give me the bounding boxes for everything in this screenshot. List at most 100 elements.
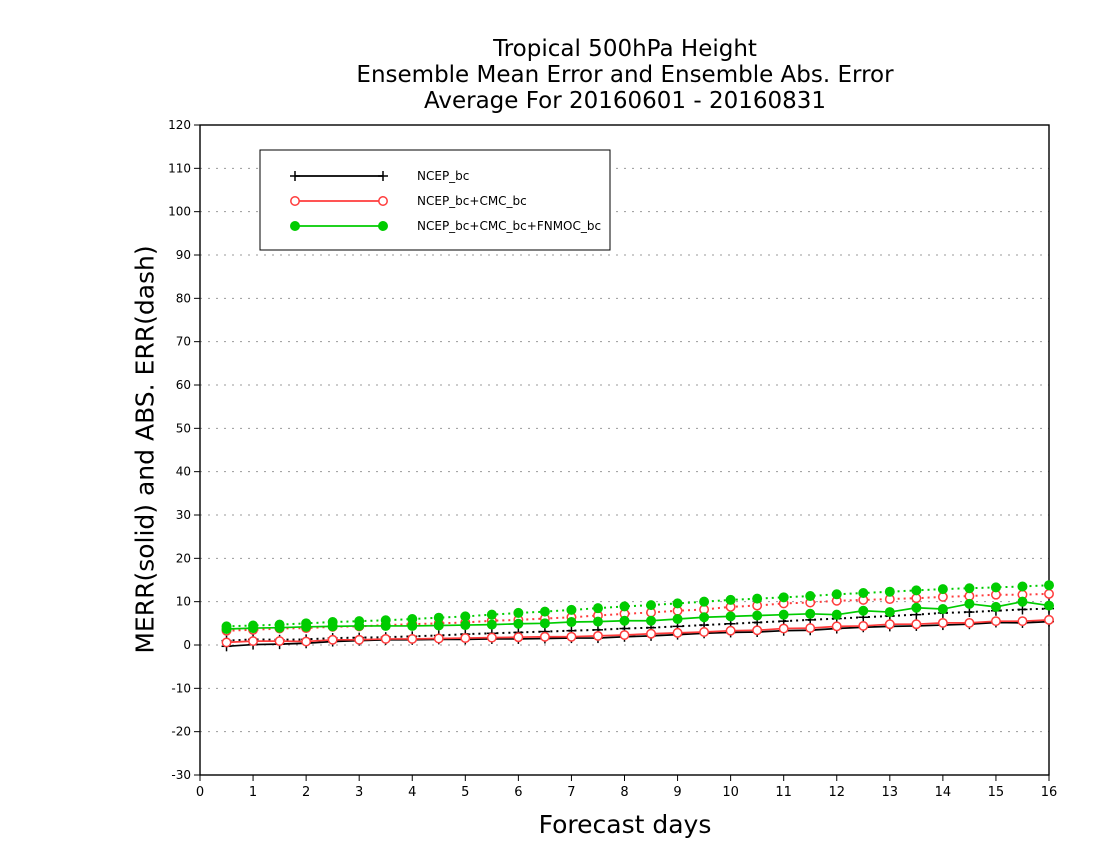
y-tick-label: 100	[168, 205, 191, 219]
legend-label: NCEP_bc+CMC_bc	[417, 194, 527, 208]
merr-point	[221, 623, 232, 634]
merr-point	[964, 598, 975, 609]
merr-point	[672, 614, 683, 624]
legend-item: NCEP_bc+CMC_bc+FNMOC_bc	[290, 219, 601, 233]
abs-err-point	[619, 601, 630, 612]
abs-err-point	[937, 584, 948, 595]
y-tick-label: 80	[176, 291, 191, 305]
merr-point	[248, 623, 259, 634]
x-tick-label: 4	[408, 785, 416, 800]
merr-point	[990, 616, 1001, 627]
abs-err-point	[752, 593, 763, 604]
merr-point	[646, 615, 657, 626]
merr-point	[513, 632, 524, 643]
merr-point	[725, 611, 736, 622]
legend-marker	[290, 171, 300, 181]
abs-err-point	[805, 591, 816, 602]
merr-point	[884, 607, 895, 618]
merr-point	[380, 620, 391, 631]
legend-marker	[290, 221, 300, 231]
merr-point	[699, 627, 710, 637]
merr-line-ncep-bc-cmc-bc	[226, 619, 1050, 644]
x-tick-label: 13	[882, 785, 899, 800]
x-tick-label: 11	[775, 785, 792, 800]
legend-item: NCEP_bc	[290, 169, 469, 183]
abs-err-point	[1044, 580, 1054, 591]
merr-point	[619, 615, 630, 626]
x-axis-title: Forecast days	[538, 810, 712, 839]
y-axis-title: MERR(solid) and ABS. ERR(dash)	[130, 245, 160, 654]
merr-point	[646, 628, 656, 639]
merr-point	[327, 634, 338, 645]
abs-err-point	[566, 604, 577, 615]
series-ncep-bc-cmc-bc-fnmoc-bc	[221, 580, 1054, 634]
merr-point	[380, 633, 391, 644]
merr-point	[221, 637, 232, 648]
legend-label: NCEP_bc	[417, 169, 469, 183]
merr-point	[274, 636, 285, 647]
merr-point	[699, 612, 710, 623]
x-tick-label: 5	[461, 785, 469, 800]
merr-point	[778, 609, 789, 620]
abs-err-point	[460, 611, 471, 622]
merr-point	[858, 605, 869, 616]
abs-err-point	[831, 589, 842, 600]
merr-point	[513, 618, 524, 629]
x-tick-label: 1	[249, 785, 257, 800]
x-tick-label: 3	[355, 785, 363, 800]
merr-point	[752, 625, 763, 636]
merr-point	[593, 630, 603, 641]
merr-point	[301, 636, 312, 647]
merr-point	[1017, 596, 1028, 607]
y-tick-label: 20	[176, 551, 191, 565]
legend-box	[259, 149, 611, 251]
x-tick-label: 6	[514, 785, 522, 800]
chart-title-line-3: Average For 20160601 - 20160831	[423, 88, 827, 114]
y-tick-label: -10	[171, 681, 191, 695]
abs-err-point	[1044, 588, 1054, 599]
y-tick-label: 0	[183, 638, 191, 652]
merr-point	[460, 633, 471, 644]
merr-point	[805, 623, 816, 634]
y-tick-label: 10	[176, 595, 191, 609]
x-tick-label: 9	[673, 785, 681, 800]
merr-point	[407, 633, 418, 644]
abs-err-point	[725, 594, 736, 605]
abs-err-point	[539, 606, 550, 617]
merr-point	[619, 630, 630, 640]
legend: NCEP_bc NCEP_bc+CMC_bc NCEP_bc+CMC_bc+FNMO…	[259, 149, 611, 251]
merr-point	[1017, 616, 1028, 627]
merr-point	[354, 620, 365, 631]
abs-err-point	[592, 603, 603, 614]
y-tick-label: -20	[171, 725, 191, 739]
merr-point	[486, 632, 497, 643]
merr-point	[1044, 600, 1054, 611]
merr-point	[778, 623, 789, 634]
chart-title-line-2: Ensemble Mean Error and Ensemble Abs. Er…	[356, 62, 894, 88]
merr-point	[539, 618, 550, 629]
merr-point	[964, 617, 975, 628]
merr-point	[248, 636, 259, 647]
y-tick-label: 40	[176, 465, 191, 479]
merr-point	[911, 602, 922, 613]
merr-point	[407, 620, 418, 631]
x-axis: 0 1 2 3 4 5 6 7 8 9 10 11 12 13 14 15 16	[196, 775, 1057, 800]
series-ncep-bc	[221, 603, 1054, 652]
abs-err-point	[699, 596, 710, 607]
merr-point	[486, 619, 497, 630]
abs-err-point	[646, 600, 657, 611]
abs-err-point	[672, 598, 683, 609]
merr-point	[805, 608, 816, 619]
merr-point	[858, 620, 869, 631]
y-tick-label: 30	[176, 508, 191, 522]
abs-err-point	[964, 583, 975, 594]
merr-point	[301, 621, 312, 632]
abs-err-point	[884, 586, 895, 597]
legend-marker	[290, 196, 300, 206]
merr-point	[539, 631, 550, 642]
merr-point	[460, 620, 471, 631]
merr-point	[1044, 614, 1054, 625]
merr-point	[937, 617, 948, 628]
merr-point	[433, 633, 444, 644]
